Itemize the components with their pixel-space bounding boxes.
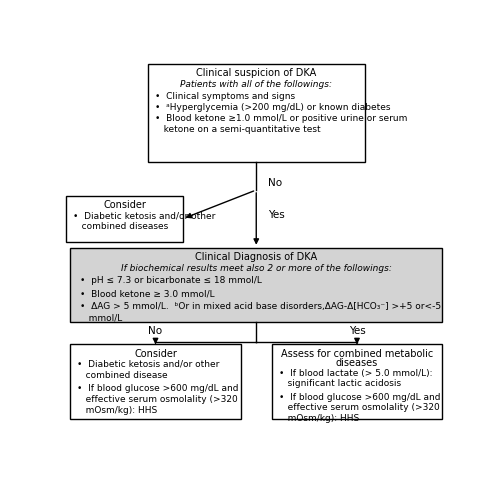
Text: •  Clinical symptoms and signs: • Clinical symptoms and signs <box>154 92 295 101</box>
Text: Consider: Consider <box>134 349 177 359</box>
Text: Yes: Yes <box>268 210 284 220</box>
Text: •  Blood ketone ≥1.0 mmol/L or positive urine or serum
   ketone on a semi-quant: • Blood ketone ≥1.0 mmol/L or positive u… <box>154 114 407 134</box>
Text: •  If blood lactate (> 5.0 mmol/L):
   significant lactic acidosis: • If blood lactate (> 5.0 mmol/L): signi… <box>278 369 432 388</box>
Text: If biochemical results meet also 2 or more of the followings:: If biochemical results meet also 2 or mo… <box>121 264 392 273</box>
FancyBboxPatch shape <box>272 344 442 419</box>
Text: diseases: diseases <box>336 358 378 368</box>
FancyBboxPatch shape <box>70 344 241 419</box>
Text: •  If blood glucose >600 mg/dL and
   effective serum osmolality (>320
   mOsm/k: • If blood glucose >600 mg/dL and effect… <box>77 384 238 414</box>
FancyBboxPatch shape <box>148 64 365 162</box>
Text: Yes: Yes <box>348 326 366 336</box>
Text: •  Blood ketone ≥ 3.0 mmol/L: • Blood ketone ≥ 3.0 mmol/L <box>80 289 214 298</box>
Text: Clinical Diagnosis of DKA: Clinical Diagnosis of DKA <box>195 252 318 262</box>
Text: •  Diabetic ketosis and/or other
   combined disease: • Diabetic ketosis and/or other combined… <box>77 360 220 380</box>
Text: •  pH ≤ 7.3 or bicarbonate ≤ 18 mmol/L: • pH ≤ 7.3 or bicarbonate ≤ 18 mmol/L <box>80 276 262 285</box>
Text: Clinical suspicion of DKA: Clinical suspicion of DKA <box>196 68 316 78</box>
Text: Consider: Consider <box>103 200 146 210</box>
Text: •  ᵃHyperglycemia (>200 mg/dL) or known diabetes: • ᵃHyperglycemia (>200 mg/dL) or known d… <box>154 103 390 112</box>
Text: Patients with all of the followings:: Patients with all of the followings: <box>180 80 332 89</box>
FancyBboxPatch shape <box>70 248 442 322</box>
FancyBboxPatch shape <box>66 196 182 242</box>
Text: Assess for combined metabolic: Assess for combined metabolic <box>281 349 433 359</box>
Text: •  If blood glucose >600 mg/dL and
   effective serum osmolality (>320
   mOsm/k: • If blood glucose >600 mg/dL and effect… <box>278 393 440 423</box>
Text: •  Diabetic ketosis and/or other
   combined diseases: • Diabetic ketosis and/or other combined… <box>74 211 216 231</box>
Text: •  ΔAG > 5 mmol/L.  ᵇOr in mixed acid base disorders,ΔAG-Δ[HCO₃⁻] >+5 or<-5
   m: • ΔAG > 5 mmol/L. ᵇOr in mixed acid base… <box>80 302 441 322</box>
Text: No: No <box>148 326 162 336</box>
Text: No: No <box>268 178 282 188</box>
